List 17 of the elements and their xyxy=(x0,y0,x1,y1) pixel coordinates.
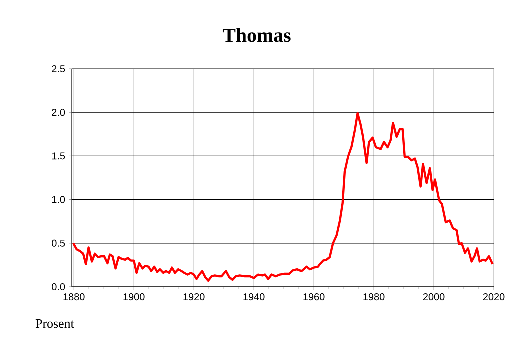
y-tick-label: 2.5 xyxy=(52,65,66,73)
x-tick-label: 2000 xyxy=(423,294,445,301)
x-tick-label: 1880 xyxy=(64,294,85,301)
y-tick-label: 1.0 xyxy=(52,196,66,204)
x-tick-label: 1960 xyxy=(304,294,325,301)
y-tick-label: 0.5 xyxy=(52,240,66,247)
y-axis-title: Prosent xyxy=(36,320,74,328)
x-tick-label: 1940 xyxy=(244,294,265,301)
y-tick-label: 2.0 xyxy=(52,109,66,116)
x-tick-label: 1980 xyxy=(364,294,385,301)
x-tick-label: 1900 xyxy=(124,294,145,301)
y-tick-label: 1.5 xyxy=(52,152,66,160)
chart-title: Thomas xyxy=(222,28,291,42)
x-tick-label: 2020 xyxy=(483,294,505,301)
y-tick-label: 0.0 xyxy=(52,283,66,291)
x-tick-label: 1920 xyxy=(184,294,205,301)
line-series xyxy=(72,112,494,282)
